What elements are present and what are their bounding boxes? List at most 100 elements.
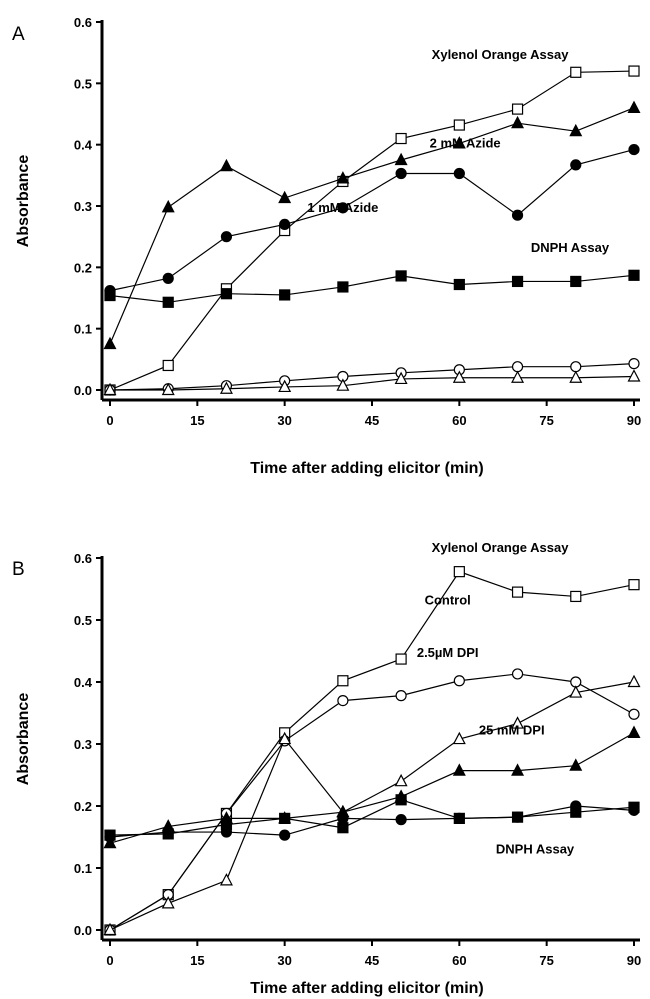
panel-a-data-point	[279, 289, 291, 301]
panel-b-data-point	[394, 773, 408, 787]
panel-b-y-tick-label: 0.5	[74, 613, 92, 628]
panel-a-letter: A	[12, 24, 25, 45]
panel-a-data-point	[104, 289, 116, 302]
panel-a-data-point	[628, 269, 640, 281]
panel-a-data-point	[570, 66, 582, 78]
panel-b-x-tick-label: 30	[277, 953, 291, 968]
panel-a-data-point	[161, 199, 175, 213]
panel-b-x-tick-label: 75	[539, 953, 553, 968]
panel-b-annotation-xylenol-orange-assay: Xylenol Orange Assay	[432, 540, 570, 555]
panel-a-data-point	[453, 119, 465, 131]
panel-b-series-line	[109, 673, 635, 931]
panel-b-data-point	[104, 831, 116, 843]
panel-a-series-triangle-filled	[103, 100, 641, 350]
panel-a-annotation-2-mm-azide: 2 mM Azide	[430, 136, 501, 151]
panel-b-data-point	[627, 725, 641, 738]
panel-b-data-point	[453, 566, 465, 578]
panel-b-y-tick-label: 0.1	[74, 861, 92, 876]
panel-a-data-point	[395, 270, 407, 282]
panel-a-annotation-xylenol-orange-assay: Xylenol Orange Assay	[432, 47, 570, 62]
panel-b-data-point	[628, 579, 640, 591]
panel-a-data-point	[628, 143, 640, 156]
panel-b-y-tick-label: 0.3	[74, 737, 92, 752]
panel-a-x-axis-title: Time after adding elicitor (min)	[250, 460, 484, 477]
panel-b-x-tick-label: 15	[190, 953, 204, 968]
panel-a-y-axis-title: Absorbance	[15, 155, 32, 248]
panel-b-y-tick-label: 0.4	[74, 675, 93, 690]
panel-a-data-point	[394, 152, 408, 166]
panel-a-x-tick-label: 60	[452, 413, 466, 428]
panel-b-data-point	[453, 675, 465, 687]
panel-b-series-circle-filled	[104, 800, 640, 843]
panel-b-series-triangle-open	[103, 674, 641, 936]
panel-b-data-point	[395, 653, 407, 665]
panel-a-y-tick-label: 0.5	[74, 76, 92, 91]
panel-a-data-point	[453, 167, 465, 180]
panel-a-data-point	[278, 379, 292, 393]
panel-b-data-point	[279, 829, 291, 841]
panel-b-y-tick-label: 0.6	[74, 551, 92, 566]
panel-b-data-point	[570, 800, 582, 812]
panel-b-annotation-control: Control	[425, 593, 471, 608]
panel-b-data-point	[279, 812, 291, 825]
panel-a-data-point	[220, 288, 233, 300]
panel-a-data-point	[569, 123, 583, 137]
panel-b-series-line	[109, 732, 635, 844]
panel-b-data-point	[511, 811, 524, 823]
panel-a-data-point	[103, 382, 117, 396]
panel-b-data-point	[511, 763, 525, 776]
panel-b-data-point	[395, 690, 407, 702]
panel-a-y-tick-label: 0.0	[74, 383, 92, 398]
panel-b-data-point	[395, 814, 407, 826]
panel-b-data-point	[278, 731, 292, 745]
panel-b-data-point	[570, 590, 582, 603]
panel-b-data-point	[511, 716, 525, 729]
panel-b-series-line	[109, 681, 635, 931]
panel-b-data-point	[337, 822, 349, 834]
panel-a-data-point	[162, 296, 174, 308]
panel-a-data-point	[452, 370, 466, 383]
panel-a-x-tick-label: 30	[277, 413, 291, 428]
panel-b-annotation-dnph-assay: DNPH Assay	[496, 842, 575, 857]
panel-a-data-point	[511, 370, 525, 383]
panel-b-data-point	[162, 826, 174, 838]
panel-b-letter: B	[12, 559, 25, 580]
panel-b-data-point	[511, 586, 524, 598]
panel-b-data-point	[395, 794, 407, 806]
panel-a-series-line	[109, 70, 635, 391]
panel-a-data-point	[511, 103, 524, 115]
panel-a-x-tick-label: 90	[627, 413, 641, 428]
panel-b-annotation-25-mm-dpi: 25 mM DPI	[479, 723, 545, 738]
panel-b-data-point	[511, 668, 524, 680]
panel-b: B 0.0 0.1 0.2 0.3 0.4 0.5 0.6 0 15 30 45 60 75 90 Time …	[12, 540, 641, 997]
panel-a: A 0.0 0.1 0.2 0.3 0.4 0.5 0.6 0 15 30 45 60 75 90 Time …	[12, 15, 641, 477]
panel-b-x-tick-label: 45	[365, 953, 379, 968]
panel-a-data-point	[220, 231, 233, 243]
panel-a-y-tick-label: 0.3	[74, 199, 92, 214]
panel-a-y-tick-label: 0.6	[74, 15, 92, 30]
panel-a-data-point	[511, 115, 525, 129]
panel-b-data-point	[569, 685, 583, 698]
panel-a-data-point	[452, 136, 466, 149]
panel-b-x-tick-label: 90	[627, 953, 641, 968]
panel-b-data-point	[161, 896, 175, 909]
panel-a-data-point	[627, 369, 641, 382]
panel-a-x-tick-label: 0	[106, 413, 113, 428]
panel-b-data-point	[569, 758, 583, 771]
panel-b-data-point	[452, 731, 466, 745]
panel-a-y-tick-label: 0.4	[74, 138, 93, 153]
panel-a-data-point	[336, 378, 350, 391]
panel-a-series-line	[110, 375, 635, 391]
panel-b-series-circle-open	[104, 668, 640, 936]
panel-b-data-point	[219, 873, 233, 886]
panel-b-data-point	[453, 812, 465, 825]
panel-a-data-point	[336, 171, 350, 184]
panel-a-data-point	[162, 272, 174, 284]
panel-b-data-point	[627, 674, 641, 688]
panel-a-series-line	[109, 148, 635, 292]
panel-a-data-point	[394, 371, 408, 385]
panel-a-data-point	[570, 159, 582, 171]
panel-a-data-point	[395, 167, 407, 180]
panel-a-data-point	[279, 218, 291, 230]
